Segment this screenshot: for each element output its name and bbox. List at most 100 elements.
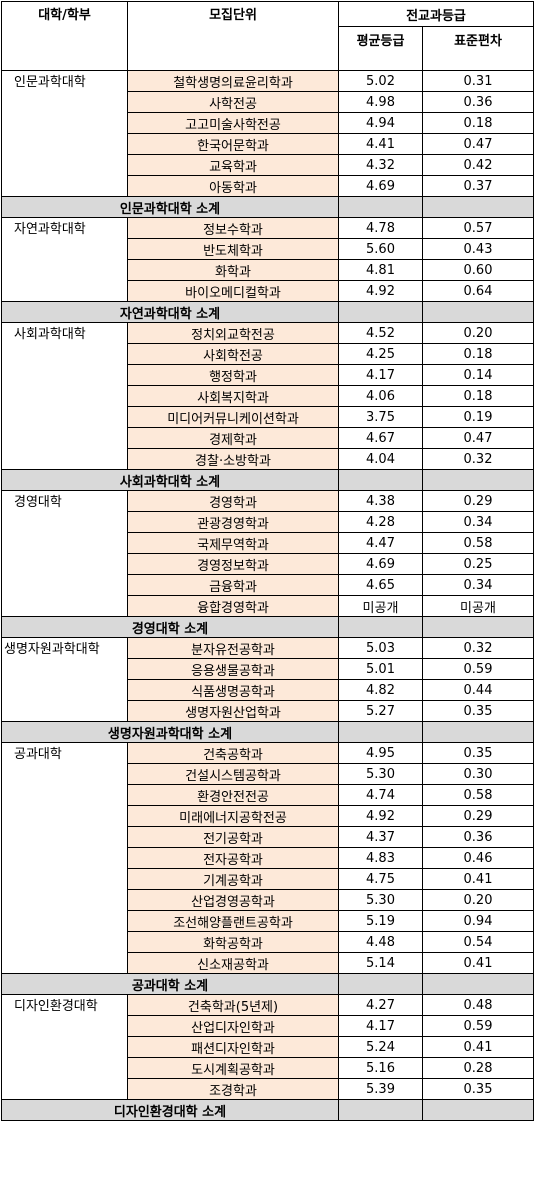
average-grade: 4.17 [338, 1015, 423, 1037]
subtotal-std-cell [422, 721, 534, 743]
standard-deviation: 0.41 [422, 1036, 534, 1058]
table-row: 공과대학 건축공학과 4.95 0.35 [1, 742, 534, 974]
average-grade: 5.16 [338, 1057, 423, 1079]
standard-deviation: 0.34 [422, 511, 534, 533]
standard-deviation: 0.36 [422, 826, 534, 848]
standard-deviation: 0.18 [422, 112, 534, 134]
subtotal-row: 경영대학 소계 [1, 616, 534, 638]
standard-deviation: 0.94 [422, 910, 534, 932]
department-name: 산업경영공학과 [127, 889, 339, 911]
subtotal-average-cell [338, 469, 423, 491]
department-name: 산업디자인학과 [127, 1015, 339, 1037]
subtotal-row: 사회과학대학 소계 [1, 469, 534, 491]
average-grade: 5.27 [338, 700, 423, 722]
standard-deviation: 0.59 [422, 658, 534, 680]
table-row: 경찰·소방학과 4.04 0.32 [2, 448, 534, 470]
department-name: 아동학과 [127, 175, 339, 197]
table-row: 금융학과 4.65 0.34 [2, 574, 534, 596]
average-grade: 4.98 [338, 91, 423, 113]
average-grade: 4.69 [338, 553, 423, 575]
standard-deviation: 0.20 [422, 322, 534, 344]
average-grade: 4.27 [338, 994, 423, 1016]
subtotal-label: 공과대학 소계 [1, 973, 339, 995]
subtotal-average-cell [338, 616, 423, 638]
table-row: 바이오메디컬학과 4.92 0.64 [2, 280, 534, 302]
table-row: 국제무역학과 4.47 0.58 [2, 532, 534, 554]
average-grade: 4.41 [338, 133, 423, 155]
header-college: 대학/학부 [1, 1, 128, 71]
standard-deviation: 0.58 [422, 532, 534, 554]
header-unit: 모집단위 [127, 1, 339, 71]
department-name: 전자공학과 [127, 847, 339, 869]
college-name: 생명자원과학대학 [1, 637, 128, 722]
subtotal-std-cell [422, 616, 534, 638]
department-name: 분자유전공학과 [127, 637, 339, 659]
standard-deviation: 0.29 [422, 805, 534, 827]
department-name: 융합경영학과 [127, 595, 339, 617]
average-grade: 4.65 [338, 574, 423, 596]
department-name: 조선해양플랜트공학과 [127, 910, 339, 932]
department-name: 사학전공 [127, 91, 339, 113]
admission-grade-table: 대학/학부 모집단위 전교과등급 평균등급 표준편차 인문과학대학 철학생명의료윤… [1, 1, 534, 1121]
department-name: 화학과 [127, 259, 339, 281]
header-avg: 평균등급 [338, 26, 423, 71]
subtotal-std-cell [422, 973, 534, 995]
department-name: 화학공학과 [127, 931, 339, 953]
average-grade: 4.47 [338, 532, 423, 554]
average-grade: 4.75 [338, 868, 423, 890]
standard-deviation: 0.29 [422, 490, 534, 512]
department-name: 생명자원산업학과 [127, 700, 339, 722]
table-row: 환경안전전공 4.74 0.58 [2, 784, 534, 806]
department-name: 미디어커뮤니케이션학과 [127, 406, 339, 428]
table-row: 식품생명공학과 4.82 0.44 [2, 679, 534, 701]
department-name: 행정학과 [127, 364, 339, 386]
department-name: 건설시스템공학과 [127, 763, 339, 785]
standard-deviation: 0.60 [422, 259, 534, 281]
table-row: 경영정보학과 4.69 0.25 [2, 553, 534, 575]
standard-deviation: 0.48 [422, 994, 534, 1016]
standard-deviation: 0.30 [422, 763, 534, 785]
table-row: 전기공학과 4.37 0.36 [2, 826, 534, 848]
table-row: 인문과학대학 철학생명의료윤리학과 5.02 0.31 [1, 70, 534, 197]
header-row-1: 대학/학부 모집단위 전교과등급 [1, 1, 534, 71]
average-grade: 5.30 [338, 889, 423, 911]
standard-deviation: 0.46 [422, 847, 534, 869]
standard-deviation: 0.64 [422, 280, 534, 302]
subtotal-row: 디자인환경대학 소계 [1, 1099, 534, 1121]
department-name: 건축학과(5년제) [127, 994, 339, 1016]
standard-deviation: 0.28 [422, 1057, 534, 1079]
department-name: 정치외교학전공 [127, 322, 339, 344]
subtotal-average-cell [338, 301, 423, 323]
average-grade: 4.83 [338, 847, 423, 869]
table-row: 건설시스템공학과 5.30 0.30 [2, 763, 534, 785]
department-name: 국제무역학과 [127, 532, 339, 554]
standard-deviation: 0.43 [422, 238, 534, 260]
average-grade: 4.38 [338, 490, 423, 512]
standard-deviation: 0.19 [422, 406, 534, 428]
standard-deviation: 0.32 [422, 637, 534, 659]
subtotal-row: 인문과학대학 소계 [1, 196, 534, 218]
subtotal-row: 생명자원과학대학 소계 [1, 721, 534, 743]
table-row: 사학전공 4.98 0.36 [2, 91, 534, 113]
standard-deviation: 0.58 [422, 784, 534, 806]
average-grade: 4.74 [338, 784, 423, 806]
table-row: 패션디자인학과 5.24 0.41 [2, 1036, 534, 1058]
standard-deviation: 0.54 [422, 931, 534, 953]
department-name: 경찰·소방학과 [127, 448, 339, 470]
standard-deviation: 0.41 [422, 868, 534, 890]
average-grade: 4.92 [338, 805, 423, 827]
standard-deviation: 0.44 [422, 679, 534, 701]
average-grade: 4.28 [338, 511, 423, 533]
table-row: 고고미술사학전공 4.94 0.18 [2, 112, 534, 134]
college-name: 디자인환경대학 [1, 994, 128, 1100]
average-grade: 4.04 [338, 448, 423, 470]
department-name: 철학생명의료윤리학과 [127, 70, 339, 92]
table-row: 사회학전공 4.25 0.18 [2, 343, 534, 365]
table-row: 조경학과 5.39 0.35 [2, 1078, 534, 1100]
standard-deviation: 0.20 [422, 889, 534, 911]
average-grade: 5.14 [338, 952, 423, 974]
college-name: 인문과학대학 [1, 70, 128, 197]
standard-deviation: 0.31 [422, 70, 534, 92]
standard-deviation: 0.57 [422, 217, 534, 239]
standard-deviation: 0.18 [422, 385, 534, 407]
